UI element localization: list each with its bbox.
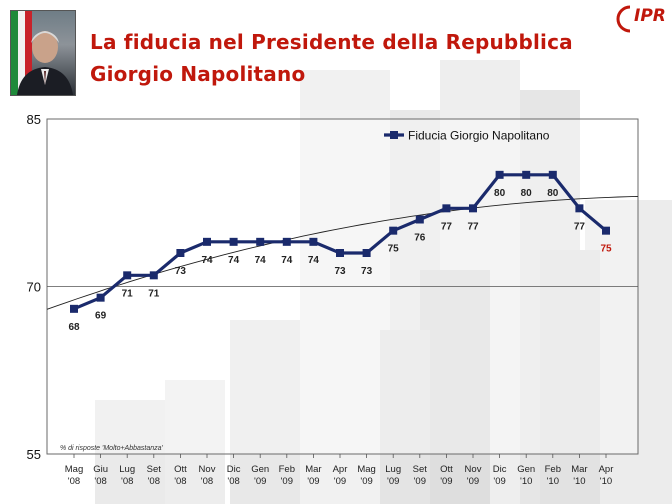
data-label: 75 bbox=[388, 244, 400, 255]
data-label: 68 bbox=[68, 322, 80, 333]
data-label: 74 bbox=[228, 255, 240, 266]
x-tick-label-month: Nov bbox=[465, 464, 482, 475]
data-point-marker bbox=[176, 249, 185, 257]
x-tick-label-month: Dic bbox=[227, 464, 241, 475]
y-tick-label: 85 bbox=[27, 112, 41, 127]
data-label: 71 bbox=[122, 288, 134, 299]
x-tick-label-year: '09 bbox=[254, 476, 266, 487]
x-tick-label-month: Mar bbox=[571, 464, 587, 475]
data-label: 73 bbox=[361, 266, 373, 277]
x-tick-label-year: '08 bbox=[227, 476, 239, 487]
x-tick-label-month: Giu bbox=[93, 464, 108, 475]
x-tick-label-month: Dic bbox=[493, 464, 507, 475]
x-tick-label-year: '09 bbox=[387, 476, 399, 487]
x-tick-label-month: Mar bbox=[305, 464, 321, 475]
legend-marker bbox=[390, 131, 398, 139]
x-tick-label-month: Apr bbox=[599, 464, 614, 475]
data-point-marker bbox=[96, 293, 105, 302]
data-point-marker bbox=[282, 237, 291, 246]
data-point-marker bbox=[149, 271, 158, 280]
page-title: La fiducia nel Presidente della Repubbli… bbox=[90, 26, 573, 90]
data-point-marker bbox=[495, 170, 504, 179]
data-label: 74 bbox=[308, 255, 320, 266]
data-label: 80 bbox=[494, 188, 506, 199]
page-title-line1: La fiducia nel Presidente della Repubbli… bbox=[90, 30, 573, 54]
data-label: 80 bbox=[547, 188, 559, 199]
x-tick-label-month: Ott bbox=[440, 464, 453, 475]
x-tick-label-month: Lug bbox=[385, 464, 401, 475]
x-tick-label-year: '08 bbox=[201, 476, 213, 487]
y-tick-label: 55 bbox=[27, 447, 41, 462]
x-tick-label-month: Apr bbox=[333, 464, 348, 475]
chart-note: % di risposte 'Molto+Abbastanza' bbox=[60, 445, 164, 452]
data-label: 76 bbox=[414, 233, 426, 244]
data-point-marker bbox=[415, 215, 424, 224]
x-tick-label-year: '09 bbox=[493, 476, 505, 487]
x-tick-label-year: '09 bbox=[440, 476, 452, 487]
y-tick-label: 70 bbox=[27, 280, 41, 295]
x-tick-label-month: Set bbox=[413, 464, 428, 475]
data-point-marker bbox=[336, 249, 344, 257]
page-title-line2: Giorgio Napolitano bbox=[90, 62, 306, 86]
x-tick-label-year: '10 bbox=[573, 476, 585, 487]
x-tick-label-year: '10 bbox=[547, 476, 559, 487]
data-label: 71 bbox=[148, 288, 160, 299]
data-point-marker bbox=[442, 204, 451, 213]
data-point-marker bbox=[389, 226, 398, 235]
x-tick-label-year: '09 bbox=[414, 476, 426, 487]
data-label: 77 bbox=[467, 221, 479, 232]
x-tick-label-year: '09 bbox=[334, 476, 346, 487]
x-tick-label-month: Feb bbox=[545, 464, 561, 475]
x-tick-label-year: '09 bbox=[467, 476, 479, 487]
data-point-marker bbox=[70, 304, 78, 313]
x-tick-label-month: Lug bbox=[119, 464, 135, 475]
data-point-marker bbox=[469, 204, 477, 213]
data-label: 73 bbox=[175, 266, 187, 277]
x-tick-label-month: Set bbox=[147, 464, 162, 475]
x-tick-label-year: '09 bbox=[307, 476, 319, 487]
x-tick-label-month: Gen bbox=[251, 464, 269, 475]
x-tick-label-year: '10 bbox=[520, 476, 532, 487]
data-point-marker bbox=[522, 170, 531, 179]
x-tick-label-month: Ott bbox=[174, 464, 187, 475]
x-tick-label-year: '08 bbox=[121, 476, 133, 487]
data-label: 77 bbox=[441, 221, 453, 232]
data-point-marker bbox=[575, 204, 584, 213]
x-tick-label-year: '08 bbox=[94, 476, 106, 487]
x-tick-label-year: '09 bbox=[360, 476, 372, 487]
data-point-marker bbox=[203, 237, 211, 246]
x-tick-label-month: Feb bbox=[279, 464, 295, 475]
data-point-marker bbox=[362, 249, 371, 257]
x-tick-label-year: '10 bbox=[600, 476, 612, 487]
data-label: 75 bbox=[600, 244, 612, 255]
logo-text: IPR bbox=[634, 6, 666, 26]
x-tick-label-month: Mag bbox=[357, 464, 375, 475]
president-portrait bbox=[10, 10, 76, 96]
data-label: 74 bbox=[201, 255, 213, 266]
data-label: 77 bbox=[574, 221, 586, 232]
legend-label: Fiducia Giorgio Napolitano bbox=[408, 129, 550, 143]
data-point-marker bbox=[256, 237, 265, 246]
x-tick-label-month: Nov bbox=[199, 464, 216, 475]
x-tick-label-year: '09 bbox=[281, 476, 293, 487]
data-point-marker bbox=[229, 237, 238, 246]
data-point-marker bbox=[548, 170, 557, 179]
ipr-logo: IPR bbox=[614, 4, 670, 34]
x-tick-label-year: '08 bbox=[148, 476, 160, 487]
data-label: 69 bbox=[95, 311, 107, 322]
x-tick-label-year: '08 bbox=[174, 476, 186, 487]
x-tick-label-year: '08 bbox=[68, 476, 80, 487]
x-tick-label-month: Mag bbox=[65, 464, 83, 475]
x-tick-label-month: Gen bbox=[517, 464, 535, 475]
data-label: 74 bbox=[255, 255, 267, 266]
data-point-marker bbox=[602, 226, 610, 235]
data-point-marker bbox=[123, 271, 132, 280]
data-label: 74 bbox=[281, 255, 293, 266]
data-label: 80 bbox=[521, 188, 533, 199]
data-label: 73 bbox=[334, 266, 346, 277]
data-point-marker bbox=[309, 237, 318, 246]
